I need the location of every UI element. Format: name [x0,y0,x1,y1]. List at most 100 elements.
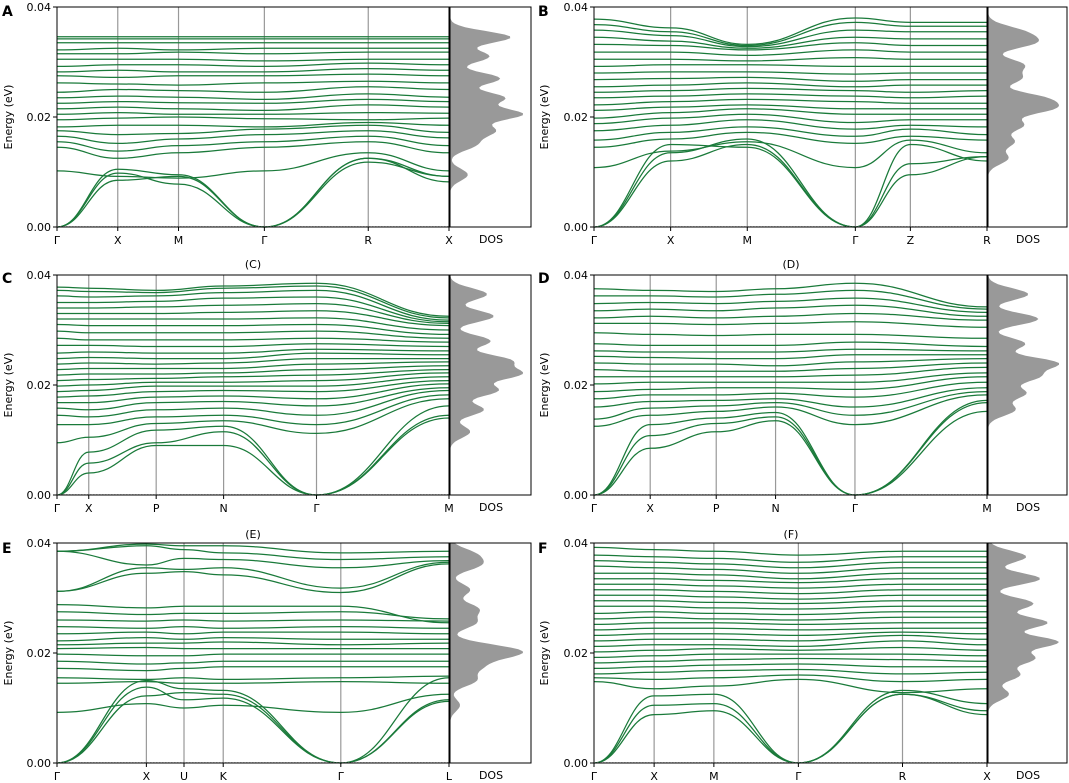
dos-label: DOS [479,501,503,514]
band-line-17 [56,348,450,354]
k-point-label: M [743,234,753,247]
band-line-11 [593,362,988,372]
k-point-label: Γ [591,770,598,783]
band-line-16 [593,616,987,621]
band-line-15 [56,619,450,622]
band-line-20 [56,330,450,339]
k-point-label: R [899,770,907,783]
band-line-10 [593,646,988,653]
k-point-label: X [445,234,453,247]
band-line-5 [593,390,988,420]
k-point-label: X [85,502,93,515]
band-line-1 [56,686,450,764]
chart-panel-c: 0.00 0.02 0.04 Γ X P N Γ M [27,269,532,515]
k-point-label: Γ [54,770,61,783]
band-line-7 [56,130,450,145]
dos-curve [450,7,523,227]
band-line-13 [593,354,987,360]
band-line-27 [56,285,450,319]
k-point-label: Γ [852,234,859,247]
band-line-6 [56,389,450,418]
band-line-22 [56,543,450,554]
y-tick-label: 0.04 [564,537,589,550]
band-line-13 [56,365,450,376]
band-line-18 [56,563,450,594]
y-axis-label: Energy (eV) [2,353,15,418]
band-line-2 [593,138,988,228]
band-line-4 [56,398,450,444]
band-line-25 [57,296,450,323]
chart-panel-d: 0.00 0.02 0.04 Γ X P N Γ M [564,269,1068,515]
band-line-19 [56,62,450,68]
y-tick-label: 0.02 [27,111,52,124]
k-point-label: Γ [591,234,598,247]
band-line-8 [593,376,988,393]
y-tick-label: 0.04 [27,1,52,14]
band-line-21 [56,323,450,336]
band-line-14 [593,82,987,88]
band-line-27 [593,554,987,563]
band-line-20 [593,42,987,51]
dos-plot-frame [449,542,532,764]
y-tick-label: 0.00 [27,757,52,770]
panel-c: C (C) Energy (eV) DOS [2,258,503,514]
band-line-18 [594,605,987,610]
band-line-5 [593,131,988,148]
band-line-28 [593,546,987,556]
y-axis-label: Energy (eV) [2,85,15,150]
band-line-24 [56,302,450,325]
k-point-label: Γ [54,502,61,515]
dos-plot-frame [987,6,1068,228]
k-point-label: M [174,234,184,247]
band-line-21 [594,289,988,310]
band-line-11 [593,640,988,648]
band-line-7 [56,387,450,411]
band-line-23 [594,578,987,584]
k-point-label: X [667,234,675,247]
band-line-26 [56,289,450,321]
k-point-label: Γ [338,770,345,783]
k-point-label: P [153,502,160,515]
band-line-4 [56,152,450,179]
band-line-10 [56,646,449,650]
panel-subtitle: (E) [245,528,261,541]
band-line-3 [593,143,988,228]
band-line-1 [56,417,450,496]
band-line-7 [593,119,988,132]
band-line-20 [57,58,450,62]
band-line-22 [593,282,988,308]
band-line-14 [56,361,450,371]
band-line-12 [56,636,449,642]
band-line-16 [56,611,450,620]
panel-letter: D [538,271,550,287]
band-line-16 [593,71,987,75]
band-plot-frame [56,542,450,764]
y-axis-label: Energy (eV) [538,621,551,686]
k-point-label: X [143,770,151,783]
band-line-13 [593,87,988,93]
k-point-label: Γ [852,502,859,515]
band-line-10 [593,104,987,112]
band-line-17 [56,73,450,79]
band-line-15 [593,76,987,82]
k-point-label: M [982,502,992,515]
band-line-25 [593,565,987,574]
band-line-23 [57,310,450,327]
panel-letter: E [2,541,12,557]
band-line-18 [56,67,450,73]
k-point-label: Γ [591,502,598,515]
band-line-7 [593,381,988,400]
band-line-3 [56,161,450,228]
band-line-8 [593,113,987,125]
panel-letter: A [2,4,13,20]
band-line-4 [56,693,450,714]
k-point-label: K [220,770,228,783]
band-line-13 [56,98,450,104]
k-point-label: X [983,770,991,783]
panel-e: E (E) Energy (eV) DOS [2,528,503,782]
band-line-19 [594,49,987,57]
band-line-20 [593,297,988,314]
k-point-label: Z [907,234,915,247]
dos-label: DOS [1016,233,1040,246]
